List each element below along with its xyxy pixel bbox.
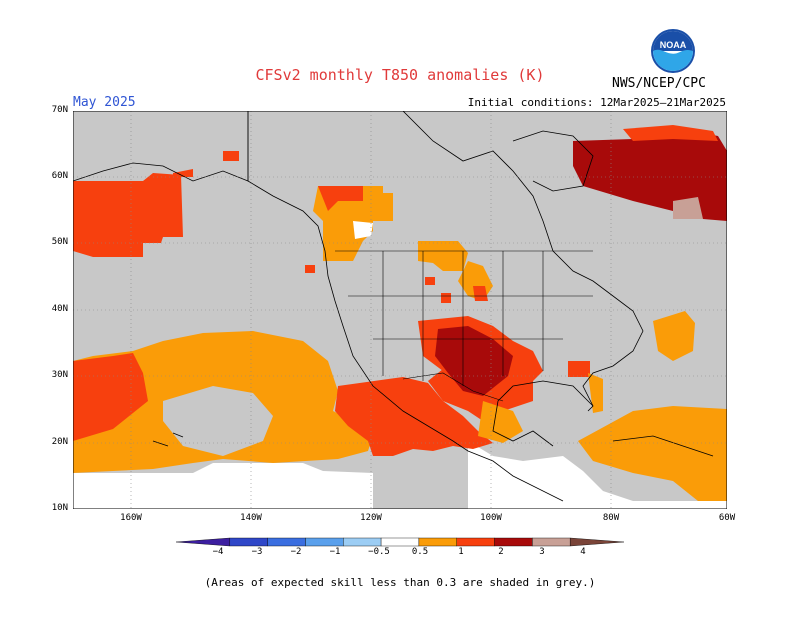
borders (247, 111, 593, 402)
noaa-logo-icon: NOAA (651, 29, 695, 73)
lon-label: 60W (718, 513, 736, 523)
legend-label: 2 (498, 547, 504, 557)
anomaly-region-texas (435, 326, 513, 396)
skill-footnote: (Areas of expected skill less than 0.3 a… (204, 576, 596, 589)
legend-swatch (305, 537, 344, 547)
anomaly-region-mexico (335, 377, 493, 456)
grey-pacific-hole (163, 386, 273, 456)
map-title: CFSv2 monthly T850 anomalies (K) (255, 66, 545, 84)
legend-swatch (532, 537, 571, 547)
legend-swatch (494, 537, 533, 547)
color-legend (175, 537, 625, 547)
legend-swatch (418, 537, 457, 547)
legend-label: 3 (539, 547, 545, 557)
legend-label: 4 (580, 547, 586, 557)
lon-label: 120W (360, 513, 382, 523)
legend-label: −4 (212, 547, 224, 557)
white-region (73, 463, 373, 509)
legend-label: −0.5 (368, 547, 390, 557)
logo-text: NOAA (660, 40, 687, 50)
legend-swatch (175, 537, 231, 547)
lon-label: 140W (240, 513, 262, 523)
legend-swatch (267, 537, 306, 547)
anomaly-map (73, 111, 727, 509)
legend-swatch (343, 537, 382, 547)
lat-label: 10N (51, 503, 68, 513)
lon-label: 160W (120, 513, 142, 523)
lat-label: 60N (51, 171, 68, 181)
lat-label: 30N (51, 370, 68, 380)
legend-label: −1 (329, 547, 341, 557)
legend-label: −3 (251, 547, 263, 557)
coastlines (73, 111, 714, 502)
legend-swatch (456, 537, 495, 547)
legend-swatch (229, 537, 268, 547)
anomaly-region-labrador (573, 131, 727, 221)
legend-label: 0.5 (411, 547, 429, 557)
legend-label: −2 (290, 547, 302, 557)
anomaly-region-gulf-alaska (73, 173, 183, 257)
lon-label: 100W (480, 513, 502, 523)
lat-label: 70N (51, 105, 68, 115)
lat-label: 20N (51, 437, 68, 447)
agency-label: NWS/NCEP/CPC (612, 76, 706, 91)
legend-swatch (380, 537, 420, 547)
legend-swatch (569, 537, 625, 547)
lat-label: 50N (51, 237, 68, 247)
lat-label: 40N (51, 304, 68, 314)
forecast-month: May 2025 (73, 95, 136, 110)
initial-conditions: Initial conditions: 12Mar2025–21Mar2025 (467, 96, 726, 109)
lon-label: 80W (602, 513, 620, 523)
anomaly-region-caribbean (578, 406, 727, 501)
legend-label: 1 (458, 547, 464, 557)
